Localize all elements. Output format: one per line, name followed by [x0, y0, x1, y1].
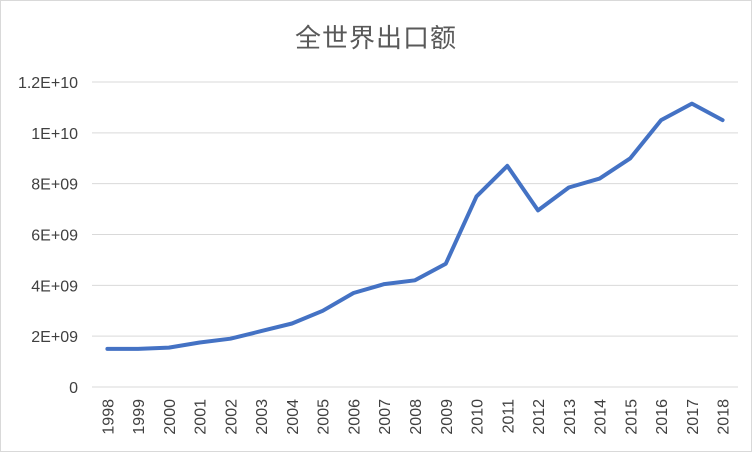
- series-line-0: [105, 101, 725, 351]
- x-tick-label: 2011: [500, 399, 517, 434]
- y-tick-label: 2E+09: [31, 329, 78, 346]
- x-tick-label: 2005: [316, 399, 333, 435]
- series: [105, 101, 725, 351]
- x-tick-label: 2015: [623, 399, 640, 435]
- x-tick-label: 2007: [377, 399, 394, 435]
- y-tick-label: 1.2E+10: [18, 75, 78, 92]
- chart-title: 全世界出口额: [294, 24, 457, 54]
- x-tick-label: 1998: [100, 399, 117, 435]
- x-tick-label: 2001: [193, 399, 210, 435]
- x-tick-label: 2014: [593, 399, 610, 435]
- x-axis-tick-labels: 1998 1999 2000 2001 2002 2003 2004 2005 2006 2007…: [100, 399, 732, 435]
- gridlines: [92, 81, 738, 388]
- y-tick-label: 4E+09: [31, 278, 78, 295]
- x-tick-label: 2018: [716, 399, 733, 435]
- y-tick-label: 1E+10: [31, 126, 78, 143]
- x-tick-label: 2012: [531, 399, 548, 435]
- x-tick-label: 2003: [254, 399, 271, 435]
- y-tick-label: 8E+09: [31, 177, 78, 194]
- x-tick-label: 2008: [408, 399, 425, 435]
- x-tick-label: 2013: [562, 399, 579, 435]
- x-tick-label: 2004: [285, 399, 302, 435]
- x-tick-label: 2016: [654, 399, 671, 435]
- x-tick-label: 2010: [470, 399, 487, 435]
- y-tick-label: 6E+09: [31, 228, 78, 245]
- x-tick-label: 2002: [223, 399, 240, 435]
- x-tick-label: 1999: [131, 399, 148, 435]
- y-axis-tick-labels: 0 2E+09 4E+09 6E+09 8E+09 1E+10 1.2E+10: [18, 75, 78, 397]
- y-tick-label: 0: [69, 380, 78, 397]
- x-tick-label: 2000: [162, 399, 179, 435]
- x-tick-label: 2017: [685, 399, 702, 435]
- x-tick-label: 2006: [346, 399, 363, 435]
- x-tick-label: 2009: [439, 399, 456, 435]
